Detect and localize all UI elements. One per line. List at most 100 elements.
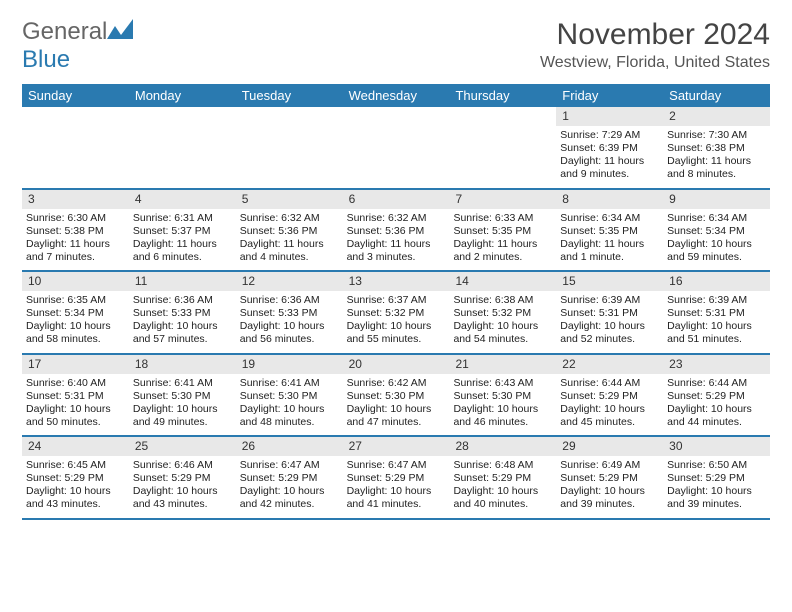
daylight-text: Daylight: 10 hours and 40 minutes. bbox=[453, 485, 552, 511]
sunset-text: Sunset: 5:34 PM bbox=[667, 225, 766, 238]
daylight-text: Daylight: 10 hours and 52 minutes. bbox=[560, 320, 659, 346]
day-number: 6 bbox=[343, 190, 450, 209]
day-cell: 21Sunrise: 6:43 AMSunset: 5:30 PMDayligh… bbox=[449, 355, 556, 436]
day-number: 2 bbox=[663, 107, 770, 126]
sunset-text: Sunset: 5:32 PM bbox=[347, 307, 446, 320]
day-cell: 23Sunrise: 6:44 AMSunset: 5:29 PMDayligh… bbox=[663, 355, 770, 436]
daylight-text: Daylight: 10 hours and 43 minutes. bbox=[133, 485, 232, 511]
day-number: 8 bbox=[556, 190, 663, 209]
sunrise-text: Sunrise: 6:30 AM bbox=[26, 212, 125, 225]
day-number: 22 bbox=[556, 355, 663, 374]
sunset-text: Sunset: 5:34 PM bbox=[26, 307, 125, 320]
sunset-text: Sunset: 5:37 PM bbox=[133, 225, 232, 238]
daylight-text: Daylight: 10 hours and 59 minutes. bbox=[667, 238, 766, 264]
day-cell: 25Sunrise: 6:46 AMSunset: 5:29 PMDayligh… bbox=[129, 437, 236, 518]
day-number: 29 bbox=[556, 437, 663, 456]
weekday-fri: Friday bbox=[556, 84, 663, 107]
sunrise-text: Sunrise: 6:31 AM bbox=[133, 212, 232, 225]
sunset-text: Sunset: 6:39 PM bbox=[560, 142, 659, 155]
weekday-header: Sunday Monday Tuesday Wednesday Thursday… bbox=[22, 84, 770, 107]
day-cell bbox=[236, 107, 343, 188]
day-cell: 29Sunrise: 6:49 AMSunset: 5:29 PMDayligh… bbox=[556, 437, 663, 518]
sunset-text: Sunset: 5:30 PM bbox=[453, 390, 552, 403]
sunrise-text: Sunrise: 6:36 AM bbox=[240, 294, 339, 307]
day-cell: 28Sunrise: 6:48 AMSunset: 5:29 PMDayligh… bbox=[449, 437, 556, 518]
title-block: November 2024 Westview, Florida, United … bbox=[540, 18, 770, 72]
sunset-text: Sunset: 5:29 PM bbox=[26, 472, 125, 485]
sunrise-text: Sunrise: 6:35 AM bbox=[26, 294, 125, 307]
daylight-text: Daylight: 10 hours and 55 minutes. bbox=[347, 320, 446, 346]
sunset-text: Sunset: 5:36 PM bbox=[240, 225, 339, 238]
day-cell: 2Sunrise: 7:30 AMSunset: 6:38 PMDaylight… bbox=[663, 107, 770, 188]
day-cell: 17Sunrise: 6:40 AMSunset: 5:31 PMDayligh… bbox=[22, 355, 129, 436]
header-row: GeneralBlue November 2024 Westview, Flor… bbox=[22, 18, 770, 74]
sunrise-text: Sunrise: 6:38 AM bbox=[453, 294, 552, 307]
day-cell: 22Sunrise: 6:44 AMSunset: 5:29 PMDayligh… bbox=[556, 355, 663, 436]
daylight-text: Daylight: 11 hours and 8 minutes. bbox=[667, 155, 766, 181]
sunrise-text: Sunrise: 6:33 AM bbox=[453, 212, 552, 225]
day-cell: 10 Sunrise: 6:35 AMSunset: 5:34 PMDayligh… bbox=[22, 272, 129, 353]
day-number: 5 bbox=[236, 190, 343, 209]
sunrise-text: Sunrise: 6:40 AM bbox=[26, 377, 125, 390]
daylight-text: Daylight: 10 hours and 54 minutes. bbox=[453, 320, 552, 346]
sunset-text: Sunset: 5:30 PM bbox=[133, 390, 232, 403]
daylight-text: Daylight: 10 hours and 44 minutes. bbox=[667, 403, 766, 429]
sunrise-text: Sunrise: 6:41 AM bbox=[240, 377, 339, 390]
sunset-text: Sunset: 5:29 PM bbox=[133, 472, 232, 485]
brand-logo: GeneralBlue bbox=[22, 18, 133, 74]
day-number: 18 bbox=[129, 355, 236, 374]
sunset-text: Sunset: 5:35 PM bbox=[453, 225, 552, 238]
sunrise-text: Sunrise: 6:44 AM bbox=[667, 377, 766, 390]
daylight-text: Daylight: 11 hours and 6 minutes. bbox=[133, 238, 232, 264]
day-number: 12 bbox=[236, 272, 343, 291]
sunrise-text: Sunrise: 6:45 AM bbox=[26, 459, 125, 472]
daylight-text: Daylight: 11 hours and 2 minutes. bbox=[453, 238, 552, 264]
sunrise-text: Sunrise: 6:41 AM bbox=[133, 377, 232, 390]
sunrise-text: Sunrise: 7:30 AM bbox=[667, 129, 766, 142]
sunset-text: Sunset: 5:32 PM bbox=[453, 307, 552, 320]
weekday-wed: Wednesday bbox=[343, 84, 450, 107]
sunset-text: Sunset: 5:38 PM bbox=[26, 225, 125, 238]
weeks-container: 1Sunrise: 7:29 AMSunset: 6:39 PMDaylight… bbox=[22, 107, 770, 520]
day-number: 30 bbox=[663, 437, 770, 456]
brand-word2: Blue bbox=[22, 46, 70, 73]
daylight-text: Daylight: 10 hours and 42 minutes. bbox=[240, 485, 339, 511]
sunrise-text: Sunrise: 6:32 AM bbox=[347, 212, 446, 225]
daylight-text: Daylight: 10 hours and 47 minutes. bbox=[347, 403, 446, 429]
sunset-text: Sunset: 5:36 PM bbox=[347, 225, 446, 238]
day-cell: 30Sunrise: 6:50 AMSunset: 5:29 PMDayligh… bbox=[663, 437, 770, 518]
daylight-text: Daylight: 11 hours and 3 minutes. bbox=[347, 238, 446, 264]
day-number: 27 bbox=[343, 437, 450, 456]
day-cell: 3 Sunrise: 6:30 AMSunset: 5:38 PMDaylight… bbox=[22, 190, 129, 271]
weekday-thu: Thursday bbox=[449, 84, 556, 107]
day-cell: 27Sunrise: 6:47 AMSunset: 5:29 PMDayligh… bbox=[343, 437, 450, 518]
day-number: 25 bbox=[129, 437, 236, 456]
week-row: 24Sunrise: 6:45 AMSunset: 5:29 PMDayligh… bbox=[22, 437, 770, 520]
day-cell: 5Sunrise: 6:32 AMSunset: 5:36 PMDaylight… bbox=[236, 190, 343, 271]
daylight-text: Daylight: 10 hours and 39 minutes. bbox=[560, 485, 659, 511]
sunset-text: Sunset: 5:33 PM bbox=[240, 307, 339, 320]
location-text: Westview, Florida, United States bbox=[540, 54, 770, 72]
sunrise-text: Sunrise: 6:48 AM bbox=[453, 459, 552, 472]
day-cell: 18Sunrise: 6:41 AMSunset: 5:30 PMDayligh… bbox=[129, 355, 236, 436]
sunset-text: Sunset: 5:33 PM bbox=[133, 307, 232, 320]
day-cell bbox=[129, 107, 236, 188]
sunset-text: Sunset: 5:29 PM bbox=[240, 472, 339, 485]
day-number: 15 bbox=[556, 272, 663, 291]
weekday-sat: Saturday bbox=[663, 84, 770, 107]
weekday-mon: Monday bbox=[129, 84, 236, 107]
daylight-text: Daylight: 10 hours and 39 minutes. bbox=[667, 485, 766, 511]
day-cell bbox=[449, 107, 556, 188]
day-number: 1 bbox=[556, 107, 663, 126]
daylight-text: Daylight: 10 hours and 58 minutes. bbox=[26, 320, 125, 346]
sunrise-text: Sunrise: 6:34 AM bbox=[560, 212, 659, 225]
day-number: 10 bbox=[22, 272, 129, 291]
month-title: November 2024 bbox=[540, 18, 770, 52]
day-number: 11 bbox=[129, 272, 236, 291]
daylight-text: Daylight: 11 hours and 7 minutes. bbox=[26, 238, 125, 264]
sunset-text: Sunset: 5:29 PM bbox=[560, 390, 659, 403]
week-row: 17Sunrise: 6:40 AMSunset: 5:31 PMDayligh… bbox=[22, 355, 770, 438]
sunset-text: Sunset: 5:31 PM bbox=[26, 390, 125, 403]
day-cell: 1Sunrise: 7:29 AMSunset: 6:39 PMDaylight… bbox=[556, 107, 663, 188]
day-number: 3 bbox=[22, 190, 129, 209]
